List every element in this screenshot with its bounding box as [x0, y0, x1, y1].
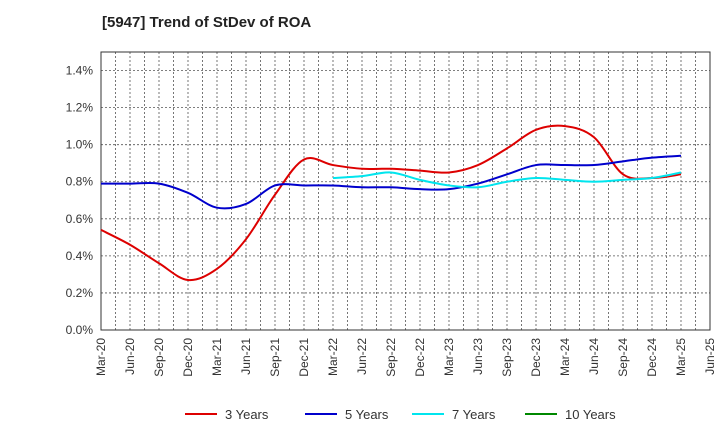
x-tick-label: Mar-23: [442, 338, 456, 376]
y-tick-label: 1.2%: [66, 101, 94, 115]
x-tick-label: Jun-20: [123, 338, 137, 375]
series-line-3-years: [100, 124, 682, 282]
plot-area: [101, 52, 710, 330]
x-tick-label: Jun-21: [239, 338, 253, 375]
plot-border: [100, 51, 711, 331]
x-tick-label: Mar-25: [674, 338, 688, 376]
x-tick-label: Jun-22: [355, 338, 369, 375]
legend-label-3-years: 3 Years: [225, 407, 269, 422]
x-tick-label: Mar-24: [558, 338, 572, 376]
legend-label-10-years: 10 Years: [565, 407, 616, 422]
y-tick-label: 0.8%: [66, 175, 94, 189]
x-tick-label: Dec-20: [181, 338, 195, 377]
x-tick-label: Mar-21: [210, 338, 224, 376]
x-tick-label: Mar-22: [326, 338, 340, 376]
y-tick-label: 0.2%: [66, 286, 94, 300]
legend-label-7-years: 7 Years: [452, 407, 496, 422]
y-tick-label: 0.0%: [66, 323, 94, 337]
series-line-7-years: [332, 171, 682, 189]
x-tick-label: Jun-25: [703, 338, 717, 375]
x-tick-label: Sep-22: [384, 338, 398, 377]
x-tick-label: Mar-20: [94, 338, 108, 376]
y-tick-label: 1.0%: [66, 138, 94, 152]
x-tick-label: Sep-24: [616, 338, 630, 377]
x-tick-label: Sep-20: [152, 338, 166, 377]
x-tick-label: Sep-21: [268, 338, 282, 377]
y-tick-label: 0.6%: [66, 212, 94, 226]
x-tick-label: Dec-21: [297, 338, 311, 377]
x-tick-label: Sep-23: [500, 338, 514, 377]
chart-title: [5947] Trend of StDev of ROA: [102, 14, 312, 31]
x-tick-label: Jun-24: [587, 338, 601, 375]
x-tick-label: Dec-24: [645, 338, 659, 377]
x-tick-label: Dec-23: [529, 338, 543, 377]
y-tick-label: 1.4%: [66, 64, 94, 78]
x-tick-label: Dec-22: [413, 338, 427, 377]
y-tick-label: 0.4%: [66, 249, 94, 263]
series-line-5-years: [101, 154, 682, 210]
legend-label-5-years: 5 Years: [345, 407, 389, 422]
x-tick-label: Jun-23: [471, 338, 485, 375]
